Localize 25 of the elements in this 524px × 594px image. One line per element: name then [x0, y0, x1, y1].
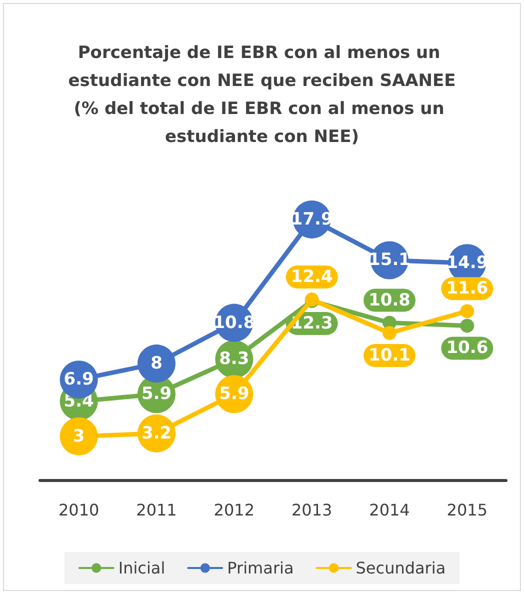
- data-label: 12.4: [290, 267, 333, 288]
- data-label: 11.6: [446, 278, 488, 299]
- legend-label: Secundaria: [356, 558, 446, 578]
- data-label: 8.3: [219, 349, 250, 370]
- legend-label: Inicial: [118, 558, 166, 578]
- data-label: 10.6: [446, 338, 488, 358]
- data-label: 6.9: [64, 370, 94, 390]
- data-label: 3: [72, 426, 85, 446]
- x-tick-label: 2014: [369, 500, 410, 520]
- x-tick-label: 2010: [58, 500, 100, 520]
- data-label: 5.9: [141, 384, 172, 404]
- data-label: 10.1: [368, 345, 410, 366]
- data-label: 3.2: [141, 423, 172, 444]
- data-label: 15.1: [368, 250, 410, 270]
- data-label: 17.9: [290, 209, 333, 230]
- x-tick-label: 2011: [136, 500, 177, 520]
- legend-label: Primaria: [227, 558, 294, 578]
- data-label: 8: [150, 354, 162, 374]
- chart-title: Porcentaje de IE EBR con al menos un estudiante con NEE que reciben SAANEE (% del total de IE EBR con al menos un estudiante con NEE): [68, 43, 456, 147]
- data-label: 10.8: [368, 290, 410, 310]
- data-label: 5.9: [219, 384, 250, 404]
- x-tick-label: 2015: [446, 500, 488, 520]
- point: [138, 344, 176, 383]
- x-tick-label: 2013: [291, 500, 332, 520]
- x-tick-label: 2012: [214, 500, 255, 520]
